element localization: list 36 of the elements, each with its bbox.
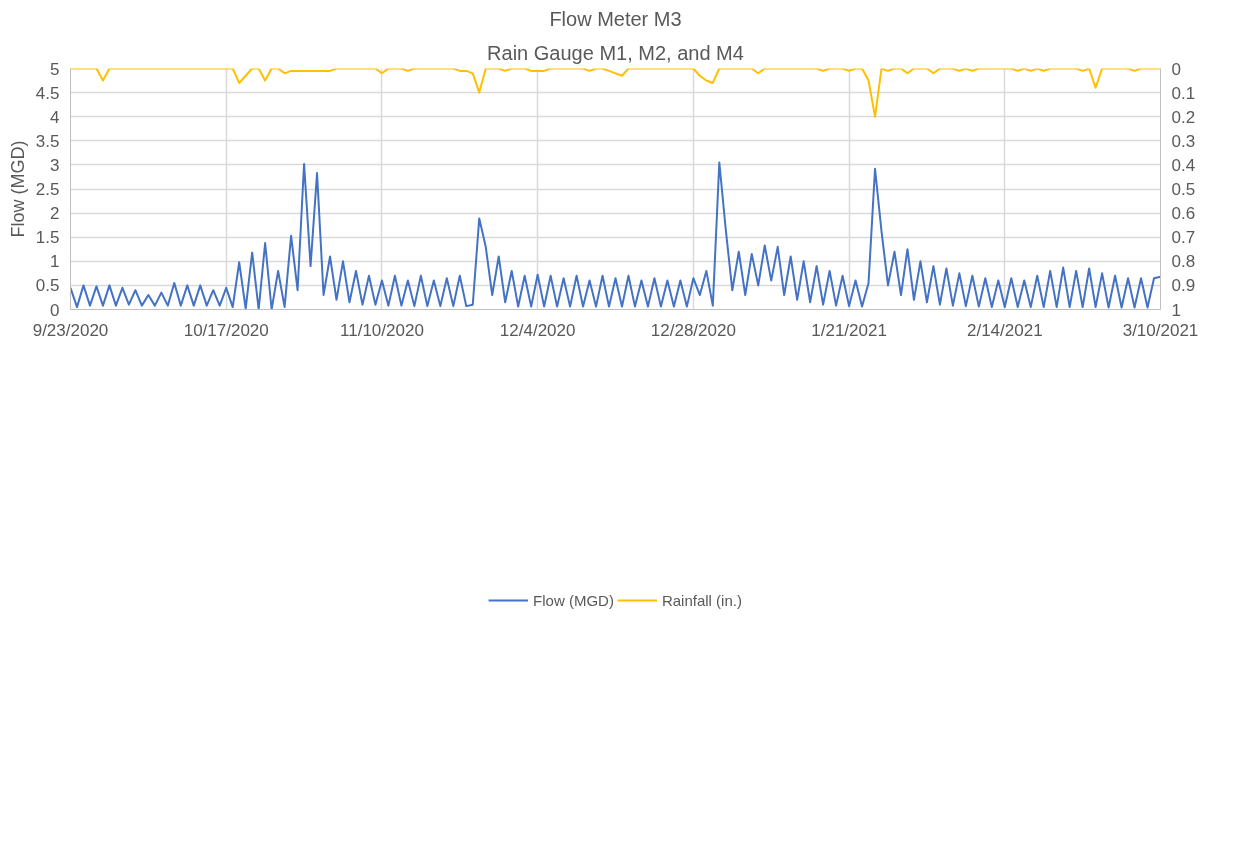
y2-tick-label: 0.1 xyxy=(1171,83,1196,103)
x-tick-label: 11/10/2020 xyxy=(340,320,424,340)
y2-tick-label: 0.5 xyxy=(1171,180,1196,199)
y-tick-label: 3 xyxy=(50,155,60,175)
chart-title: Flow Meter M3 xyxy=(549,7,682,30)
x-tick-label: 12/28/2020 xyxy=(650,320,736,340)
y-tick-label: 2 xyxy=(50,204,60,224)
y2-tick-label: 0.6 xyxy=(1171,204,1196,224)
y2-tick-label: 0 xyxy=(1171,59,1181,79)
y2-tick-label: 0.2 xyxy=(1171,107,1196,127)
y-tick-label: 4.5 xyxy=(35,83,60,103)
legend-label: Flow (MGD) xyxy=(533,591,614,609)
y2-tick-label: 0.4 xyxy=(1171,155,1196,175)
x-tick-label: 12/4/2020 xyxy=(499,320,576,340)
y-tick-label: 4 xyxy=(50,107,60,127)
y2-tick-label: 0.9 xyxy=(1171,276,1196,296)
x-tick-label: 10/17/2020 xyxy=(183,320,269,340)
y-tick-label: 0.5 xyxy=(35,276,60,296)
x-tick-label: 1/21/2021 xyxy=(811,320,887,340)
y-tick-label: 0 xyxy=(50,300,60,320)
y2-tick-label: 0.8 xyxy=(1171,252,1196,272)
y-tick-label: 3.5 xyxy=(35,131,60,151)
x-tick-label: 9/23/2020 xyxy=(32,320,109,340)
legend-label: Rainfall (in.) xyxy=(661,591,742,609)
y-tick-label: 1 xyxy=(50,252,60,272)
x-tick-label: 2/14/2021 xyxy=(966,320,1043,340)
chart-subtitle: Rain Gauge M1, M2, and M4 xyxy=(487,41,744,64)
y-tick-label: 2.5 xyxy=(35,180,60,199)
y-tick-label: 5 xyxy=(50,59,60,79)
y2-tick-label: 1 xyxy=(1171,300,1181,320)
x-tick-label: 3/10/2021 xyxy=(1122,320,1199,340)
y-tick-label: 1.5 xyxy=(35,228,60,248)
y2-tick-label: 0.3 xyxy=(1171,131,1196,151)
y2-tick-label: 0.7 xyxy=(1171,228,1196,248)
y-axis-title: Flow (MGD) xyxy=(7,140,28,238)
line-series xyxy=(70,68,1161,118)
